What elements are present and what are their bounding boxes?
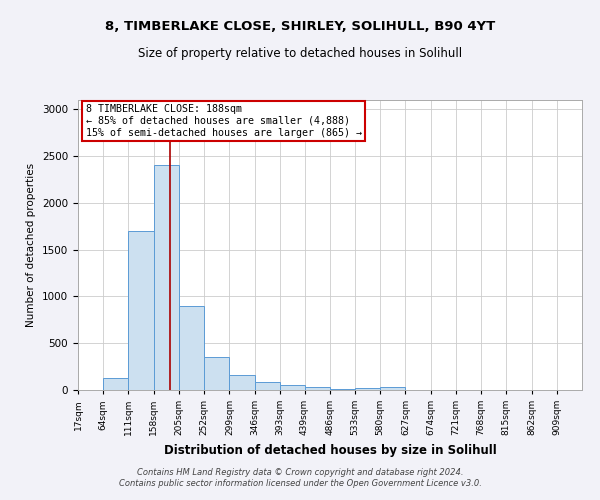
Bar: [254, 382, 280, 390]
Bar: [179, 306, 204, 390]
Bar: [380, 386, 406, 390]
Bar: [128, 231, 154, 390]
Bar: [154, 166, 179, 390]
Text: Contains HM Land Registry data © Crown copyright and database right 2024.
Contai: Contains HM Land Registry data © Crown c…: [119, 468, 481, 487]
X-axis label: Distribution of detached houses by size in Solihull: Distribution of detached houses by size …: [164, 444, 496, 456]
Text: 8, TIMBERLAKE CLOSE, SHIRLEY, SOLIHULL, B90 4YT: 8, TIMBERLAKE CLOSE, SHIRLEY, SOLIHULL, …: [105, 20, 495, 33]
Bar: [229, 375, 254, 390]
Bar: [280, 385, 305, 390]
Text: 8 TIMBERLAKE CLOSE: 188sqm
← 85% of detached houses are smaller (4,888)
15% of s: 8 TIMBERLAKE CLOSE: 188sqm ← 85% of deta…: [86, 104, 362, 138]
Bar: [355, 388, 380, 390]
Bar: [305, 387, 330, 390]
Bar: [103, 378, 128, 390]
Y-axis label: Number of detached properties: Number of detached properties: [26, 163, 37, 327]
Bar: [204, 358, 229, 390]
Text: Size of property relative to detached houses in Solihull: Size of property relative to detached ho…: [138, 48, 462, 60]
Bar: [330, 388, 355, 390]
